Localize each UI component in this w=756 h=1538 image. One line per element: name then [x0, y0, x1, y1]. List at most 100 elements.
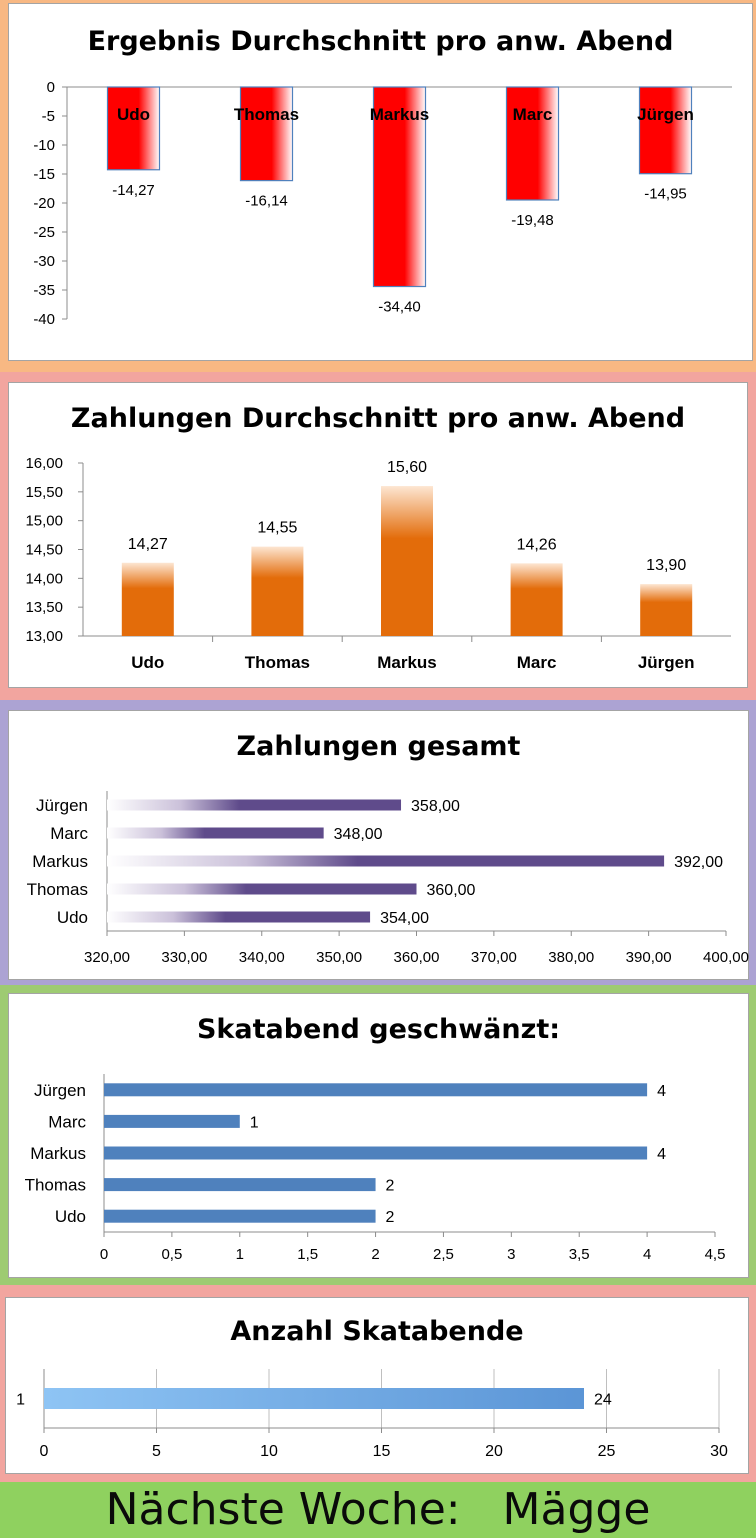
- data-label: 24: [594, 1392, 612, 1409]
- y-tick-label: 15,00: [25, 513, 63, 530]
- bar: [638, 86, 693, 175]
- data-label: 392,00: [674, 854, 723, 871]
- data-label: 2: [386, 1178, 395, 1195]
- y-tick-label: 0: [47, 79, 55, 96]
- x-tick-label: 320,00: [84, 949, 130, 966]
- y-tick-label: -40: [33, 311, 55, 328]
- category-label: Thomas: [245, 653, 310, 672]
- data-label: 14,55: [257, 520, 297, 537]
- bar: [239, 86, 294, 182]
- category-label: Jürgen: [638, 653, 695, 672]
- y-tick-label: -30: [33, 253, 55, 270]
- x-tick-label: 360,00: [394, 949, 440, 966]
- x-tick-label: 25: [598, 1443, 616, 1460]
- data-label: -34,40: [378, 299, 421, 316]
- x-tick-label: 4: [643, 1246, 651, 1263]
- data-label: 360,00: [427, 882, 476, 899]
- x-tick-label: 10: [260, 1443, 278, 1460]
- x-tick-label: 4,5: [705, 1246, 726, 1263]
- y-tick-label: 13,00: [25, 628, 63, 645]
- y-tick-label: -5: [42, 108, 55, 125]
- y-tick-label: 15,50: [25, 484, 63, 501]
- bar: [381, 486, 433, 636]
- y-tick-label: 13,50: [25, 599, 63, 616]
- category-label: Markus: [30, 1144, 86, 1163]
- y-tick-label: 16,00: [25, 455, 63, 472]
- category-label: Thomas: [234, 105, 299, 124]
- data-label: 14,27: [128, 536, 168, 553]
- category-label: 1: [16, 1392, 25, 1409]
- bar: [505, 86, 560, 201]
- category-label: Thomas: [25, 1176, 86, 1195]
- x-tick-label: 380,00: [548, 949, 594, 966]
- chart-title: Zahlungen gesamt: [236, 731, 521, 762]
- category-label: Marc: [50, 824, 88, 843]
- chart-zahlungen-durchschnitt: Zahlungen Durchschnitt pro anw. Abend 16…: [8, 382, 748, 688]
- bar: [107, 883, 417, 895]
- chart-ergebnis-durchschnitt: Ergebnis Durchschnitt pro anw. Abend 0 -5…: [8, 3, 753, 361]
- data-label: 1: [250, 1114, 259, 1131]
- footer-banner: Nächste Woche: Mägge: [0, 1482, 756, 1538]
- chart-title: Anzahl Skatabende: [230, 1316, 524, 1347]
- category-label: Markus: [32, 852, 88, 871]
- x-tick-label: 2: [371, 1246, 379, 1263]
- data-label: -14,95: [644, 186, 687, 203]
- data-label: -16,14: [245, 193, 288, 210]
- chart-title: Zahlungen Durchschnitt pro anw. Abend: [70, 403, 686, 434]
- chart-plot: 0 5 10 15 20 25 30 1 24: [16, 1369, 728, 1460]
- x-tick-label: 5: [152, 1443, 161, 1460]
- bar: [107, 799, 402, 811]
- bar: [44, 1388, 584, 1409]
- data-label: 4: [657, 1083, 666, 1100]
- x-tick-label: 20: [485, 1443, 503, 1460]
- category-label: Markus: [377, 653, 437, 672]
- data-label: 358,00: [411, 798, 460, 815]
- chart-plot: 16,00 15,50 15,00 14,50 14,00 13,50 13,00 14,27…: [25, 455, 731, 672]
- data-label: 4: [657, 1146, 666, 1163]
- chart-title: Ergebnis Durchschnitt pro anw. Abend: [87, 26, 674, 57]
- bar: [107, 855, 665, 867]
- bar: [510, 563, 563, 636]
- category-label: Udo: [57, 908, 88, 927]
- data-label: 13,90: [646, 557, 686, 574]
- y-tick-label: -20: [33, 195, 55, 212]
- chart-anzahl-skatabende: Anzahl Skatabende 0 5 10 15 20 25 30 1 24: [5, 1297, 749, 1474]
- bar: [106, 86, 161, 171]
- bar: [640, 584, 693, 636]
- x-tick-label: 2,5: [433, 1246, 454, 1263]
- data-label: 2: [386, 1209, 395, 1226]
- y-tick-label: -10: [33, 137, 55, 154]
- bar: [104, 1209, 376, 1223]
- y-tick-label: -15: [33, 166, 55, 183]
- y-tick-label: -35: [33, 282, 55, 299]
- category-label: Udo: [117, 105, 150, 124]
- x-tick-label: 3: [507, 1246, 515, 1263]
- data-label: 14,26: [517, 536, 557, 553]
- category-label: Udo: [131, 653, 164, 672]
- y-tick-label: -25: [33, 224, 55, 241]
- category-label: Marc: [48, 1112, 86, 1131]
- chart-plot: 0 0,5 1 1,5 2 2,5 3 3,5 4 4,5 Jürgen 4 Marc 1 Markus 4 T…: [25, 1074, 726, 1263]
- category-label: Udo: [55, 1207, 86, 1226]
- x-tick-label: 0: [40, 1443, 49, 1460]
- x-tick-label: 370,00: [471, 949, 517, 966]
- category-label: Markus: [370, 105, 430, 124]
- category-label: Marc: [513, 105, 553, 124]
- category-label: Marc: [517, 653, 557, 672]
- x-tick-label: 15: [373, 1443, 391, 1460]
- footer-text: Nächste Woche: Mägge: [105, 1484, 651, 1535]
- chart-skatabend-geschwaenzt: Skatabend geschwänzt: 0 0,5 1 1,5 2 2,5 3 3,5 4 4…: [8, 993, 749, 1278]
- x-tick-label: 330,00: [161, 949, 207, 966]
- x-tick-label: 0,5: [161, 1246, 182, 1263]
- chart-zahlungen-gesamt: Zahlungen gesamt 320,00 330,00 340,00 350,0…: [8, 710, 749, 980]
- data-label: 354,00: [380, 910, 429, 927]
- category-label: Jürgen: [34, 1081, 86, 1100]
- y-tick-label: 14,00: [25, 570, 63, 587]
- x-tick-label: 0: [100, 1246, 108, 1263]
- bar: [121, 562, 174, 636]
- data-label: -14,27: [112, 182, 155, 199]
- bar: [107, 827, 324, 839]
- chart-title: Skatabend geschwänzt:: [196, 1014, 561, 1045]
- x-tick-label: 1: [236, 1246, 244, 1263]
- x-tick-label: 400,00: [703, 949, 749, 966]
